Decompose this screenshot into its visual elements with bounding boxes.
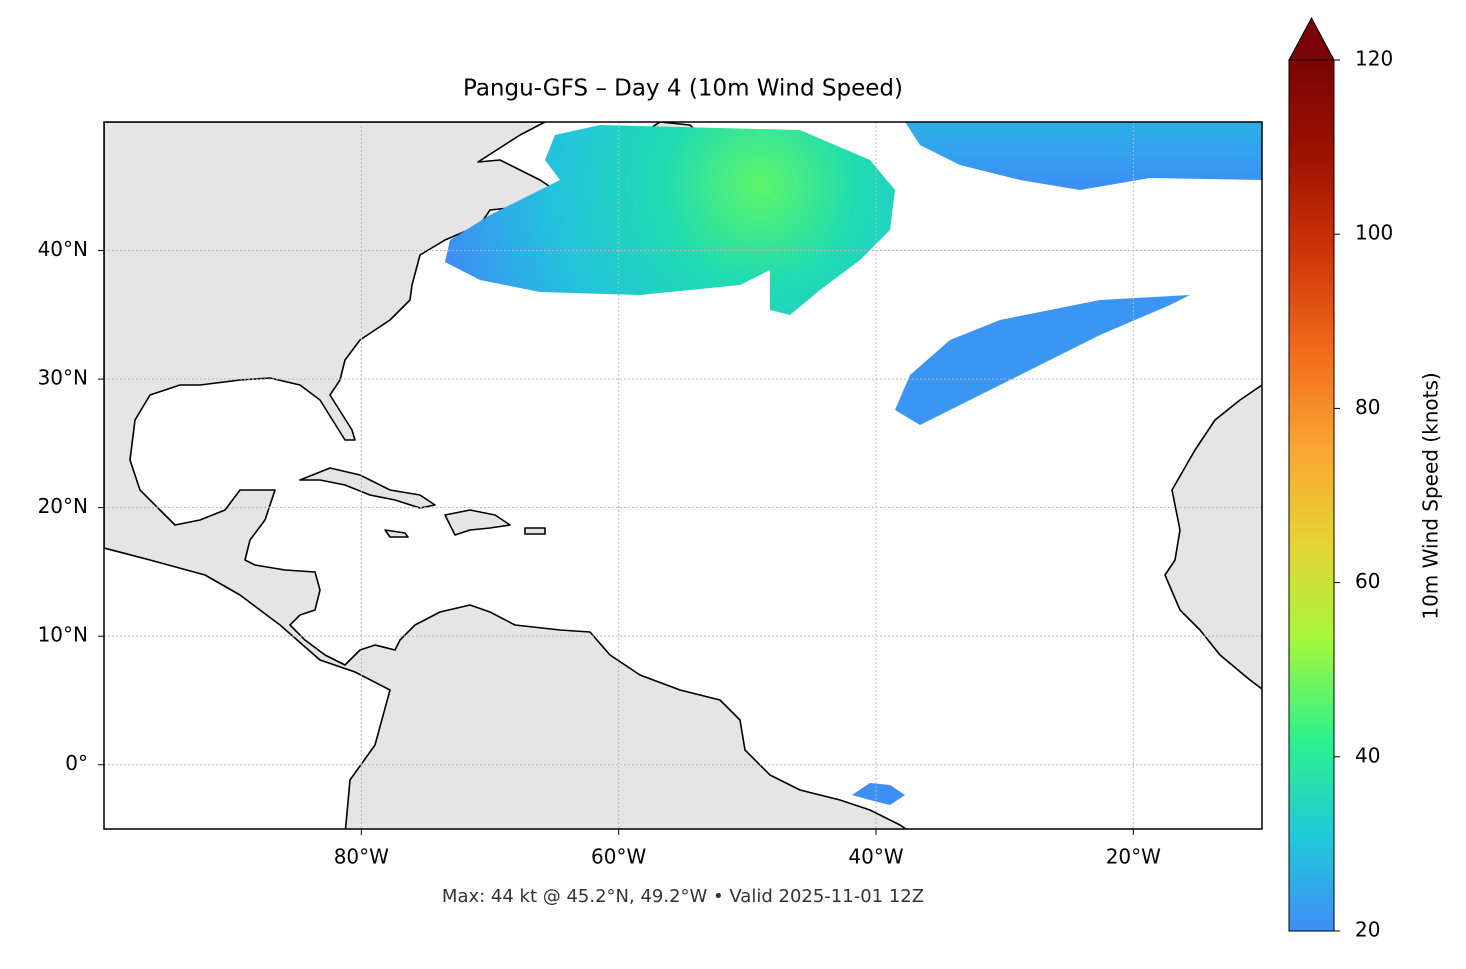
x-tick-label: 80°W [334, 845, 389, 869]
cuba [299, 467, 436, 509]
y-tick-label: 20°N [38, 494, 88, 518]
chart-title: Pangu-GFS – Day 4 (10m Wind Speed) [463, 76, 903, 102]
hispaniola [444, 509, 511, 536]
africa [1164, 384, 1262, 690]
colorbar [1288, 59, 1335, 932]
wind-field [895, 295, 1190, 425]
wind-field [445, 125, 895, 315]
colorbar-tick-label: 40 [1355, 743, 1380, 767]
y-tick-label: 10°N [38, 623, 88, 647]
annotation: Max: 44 kt @ 45.2°N, 49.2°W • Valid 2025… [442, 886, 924, 907]
puerto-rico [524, 527, 546, 535]
grid [104, 122, 1262, 829]
y-tick-label: 40°N [38, 237, 88, 261]
colorbar-tick-label: 100 [1355, 221, 1393, 245]
americas [104, 122, 908, 829]
jamaica [384, 529, 409, 538]
wind-field [905, 122, 1262, 190]
colorbar-tick-label: 80 [1355, 395, 1380, 419]
colorbar-extend [1288, 16, 1335, 61]
colorbar-tick-label: 60 [1355, 569, 1380, 593]
x-tick-label: 40°W [848, 845, 903, 869]
colorbar-tick-label: 20 [1355, 918, 1380, 942]
colorbar-label: 10m Wind Speed (knots) [1419, 372, 1443, 619]
wind-field [852, 783, 905, 805]
map [104, 122, 1262, 829]
x-tick-label: 60°W [591, 845, 646, 869]
y-tick-label: 0° [65, 751, 88, 775]
y-tick-label: 30°N [38, 366, 88, 390]
axes-frame [103, 121, 1263, 830]
x-tick-label: 20°W [1106, 845, 1161, 869]
colorbar-tick-label: 120 [1355, 47, 1393, 71]
